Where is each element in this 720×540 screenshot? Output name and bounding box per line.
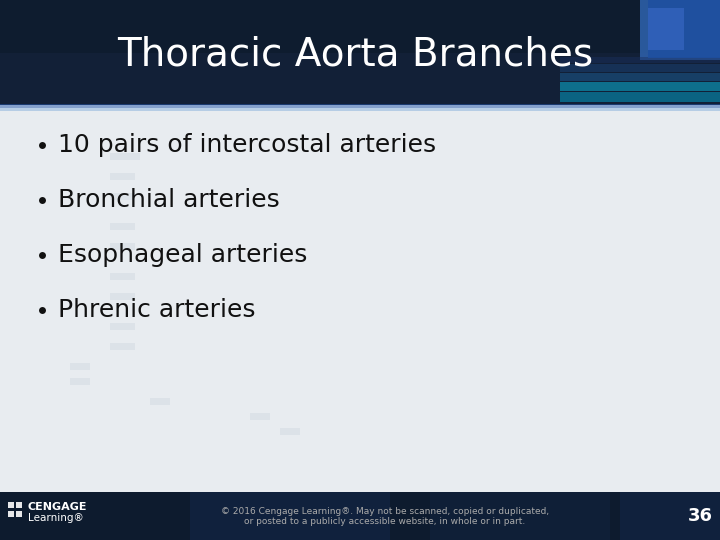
Bar xyxy=(110,193,135,200)
Text: Learning®: Learning® xyxy=(28,513,84,523)
Bar xyxy=(16,511,22,517)
Bar xyxy=(110,273,135,280)
Bar xyxy=(250,413,270,420)
Bar xyxy=(640,0,720,60)
Bar xyxy=(430,492,610,540)
Bar xyxy=(560,64,720,72)
Bar xyxy=(8,511,14,517)
Text: Thoracic Aorta Branches: Thoracic Aorta Branches xyxy=(117,36,593,73)
Bar xyxy=(620,492,720,540)
Text: Phrenic arteries: Phrenic arteries xyxy=(58,298,256,322)
Bar xyxy=(0,53,720,105)
Bar xyxy=(110,343,135,350)
Bar xyxy=(560,92,720,102)
Bar xyxy=(648,8,684,50)
Text: or posted to a publicly accessible website, in whole or in part.: or posted to a publicly accessible websi… xyxy=(244,517,526,526)
Bar xyxy=(560,82,720,91)
Bar xyxy=(0,108,720,111)
Bar xyxy=(190,492,390,540)
Bar xyxy=(8,502,14,508)
Bar xyxy=(560,73,720,81)
Text: 10 pairs of intercostal arteries: 10 pairs of intercostal arteries xyxy=(58,133,436,157)
Text: 36: 36 xyxy=(688,507,713,525)
Bar xyxy=(110,153,140,160)
Bar xyxy=(110,223,135,230)
Bar xyxy=(70,363,90,370)
Bar xyxy=(16,502,22,508)
Bar xyxy=(560,57,720,63)
Text: © 2016 Cengage Learning®. May not be scanned, copied or duplicated,: © 2016 Cengage Learning®. May not be sca… xyxy=(221,507,549,516)
Bar xyxy=(110,173,135,180)
Bar xyxy=(0,0,720,105)
Bar xyxy=(110,243,135,250)
Text: Esophageal arteries: Esophageal arteries xyxy=(58,243,307,267)
Text: CENGAGE: CENGAGE xyxy=(28,502,88,512)
Bar xyxy=(150,398,170,405)
Bar xyxy=(110,323,135,330)
Bar xyxy=(70,378,90,385)
Bar xyxy=(0,492,720,540)
Bar xyxy=(280,428,300,435)
Text: Bronchial arteries: Bronchial arteries xyxy=(58,188,280,212)
Bar xyxy=(648,0,720,58)
Bar xyxy=(110,293,135,300)
Bar xyxy=(0,104,720,108)
